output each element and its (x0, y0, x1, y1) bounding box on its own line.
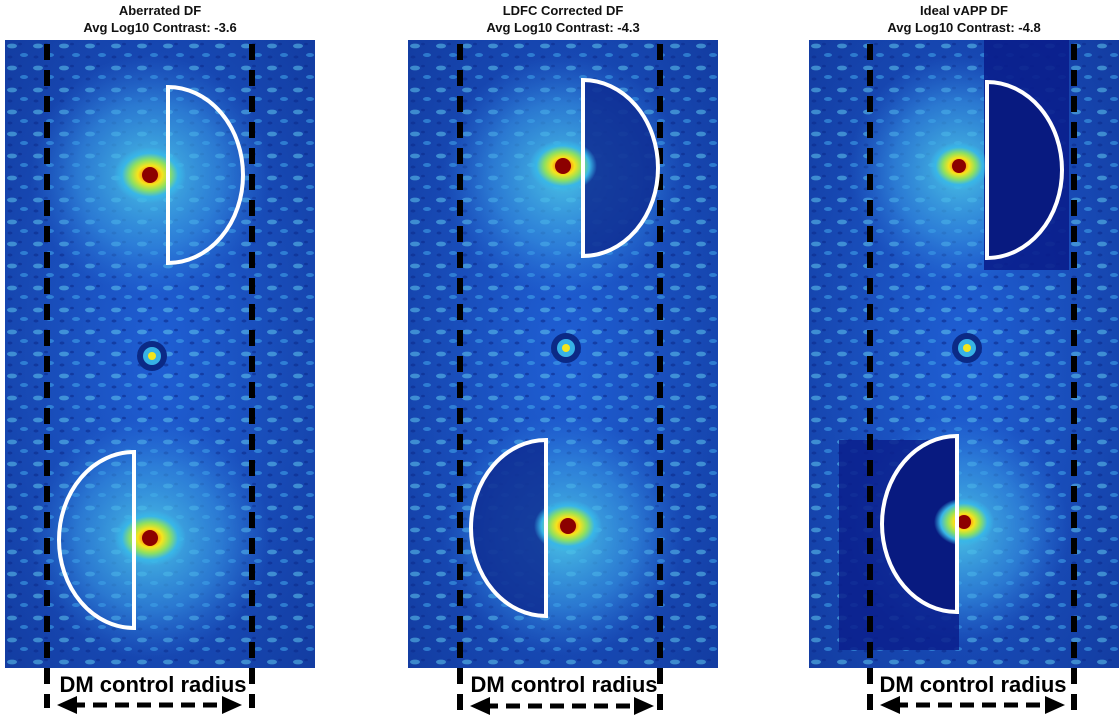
annotation-overlay (867, 44, 1077, 714)
control-radius-label: DM control radius (879, 672, 1067, 697)
arrow-right-head (222, 696, 242, 714)
panel-ideal-vapp: Ideal vAPP DF Avg Log10 Contrast: -4.8 D… (809, 0, 1119, 720)
dark-hole-lower-outline (469, 437, 548, 619)
panel-aberrated: Aberrated DF Avg Log10 Contrast: -3.6 DM… (5, 0, 315, 720)
annotation-overlay (44, 44, 255, 714)
dark-hole-upper-outline (985, 79, 1064, 261)
panel-title: Ideal vAPP DF (920, 3, 1008, 18)
panel-contrast: Avg Log10 Contrast: -4.8 (887, 20, 1041, 35)
annotation-overlay (457, 44, 663, 715)
dark-field-image (408, 40, 718, 668)
dark-hole-lower-outline (880, 433, 959, 615)
arrow-right-head (1045, 696, 1065, 714)
arrow-left-head (57, 696, 77, 714)
dark-hole-lower-outline (57, 449, 136, 631)
dark-hole-upper-outline (166, 84, 245, 266)
dark-field-image (5, 40, 315, 668)
arrow-right-head (634, 697, 654, 715)
panel-contrast: Avg Log10 Contrast: -3.6 (83, 20, 237, 35)
panel-title: Aberrated DF (118, 3, 202, 18)
control-radius-label: DM control radius (470, 672, 658, 697)
panel-contrast: Avg Log10 Contrast: -4.3 (486, 20, 640, 35)
arrow-left-head (880, 696, 900, 714)
control-radius-label: DM control radius (59, 672, 247, 697)
dark-hole-upper-outline (581, 77, 660, 259)
panel-ldfc-corrected: LDFC Corrected DF Avg Log10 Contrast: -4… (408, 0, 718, 720)
panel-title: LDFC Corrected DF (502, 3, 624, 18)
arrow-left-head (470, 697, 490, 715)
